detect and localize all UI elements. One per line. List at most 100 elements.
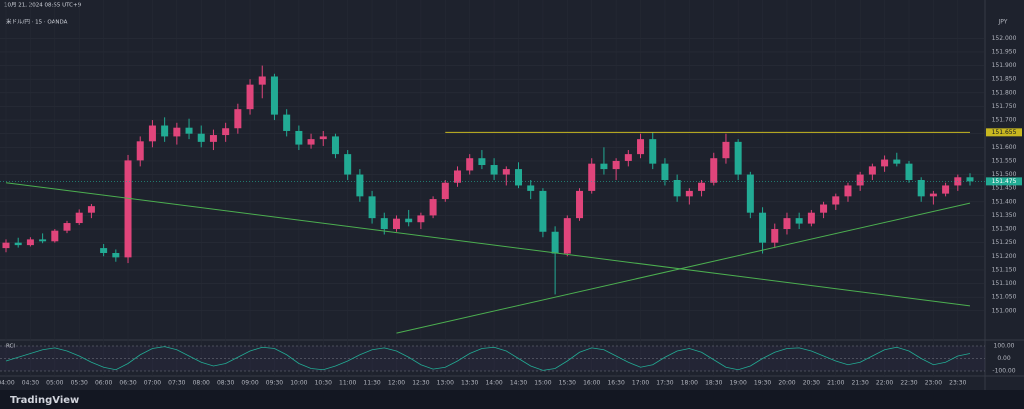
candle-body xyxy=(185,127,193,134)
candle-body xyxy=(51,230,59,242)
candle-body xyxy=(368,196,376,219)
candle-body xyxy=(234,109,242,129)
candle-body xyxy=(209,135,217,142)
x-tick-label: 07:30 xyxy=(168,380,185,387)
x-tick-label: 17:30 xyxy=(656,380,673,387)
y-tick-label: 151.400 xyxy=(992,198,1017,205)
candle-body xyxy=(2,242,10,249)
y-tick-label: 151.000 xyxy=(992,307,1017,314)
x-tick-label: 20:30 xyxy=(803,380,820,387)
candle-body xyxy=(258,76,266,85)
x-tick-label: 10:00 xyxy=(290,380,307,387)
candle-body xyxy=(26,239,34,246)
candle-body xyxy=(392,218,400,230)
x-tick-label: 20:00 xyxy=(778,380,795,387)
candle-body xyxy=(197,133,205,142)
candle-body xyxy=(63,223,71,231)
candle-body xyxy=(270,76,278,115)
oscillator-legend: RCI xyxy=(6,344,15,350)
x-tick-label: 04:00 xyxy=(0,380,15,387)
candle-body xyxy=(502,169,510,175)
candle-body xyxy=(148,125,156,142)
candle-body xyxy=(612,160,620,170)
candle-body xyxy=(734,141,742,175)
trend-line xyxy=(396,202,971,334)
x-tick-label: 13:00 xyxy=(437,380,454,387)
x-tick-label: 08:00 xyxy=(193,380,210,387)
x-tick-label: 19:30 xyxy=(754,380,771,387)
oscillator-tick-label: 100.00 xyxy=(994,343,1015,350)
x-tick-label: 06:30 xyxy=(119,380,136,387)
candle-body xyxy=(563,218,571,254)
y-tick-label: 151.100 xyxy=(992,280,1017,287)
candle-body xyxy=(893,159,901,164)
x-tick-label: 12:30 xyxy=(412,380,429,387)
symbol-title: 米ドル/円 · 15 · OANDA xyxy=(6,18,68,26)
candle-body xyxy=(124,160,132,258)
x-tick-label: 09:00 xyxy=(241,380,258,387)
candle-body xyxy=(344,154,352,175)
x-tick-label: 23:00 xyxy=(925,380,942,387)
candle-body xyxy=(820,204,828,213)
x-tick-label: 07:00 xyxy=(144,380,161,387)
y-tick-label: 151.150 xyxy=(992,266,1017,273)
candle-body xyxy=(39,239,47,242)
y-tick-label: 151.200 xyxy=(992,253,1017,260)
candle-body xyxy=(588,163,596,191)
y-tick-label: 151.850 xyxy=(992,76,1017,83)
candle-body xyxy=(624,154,632,161)
y-tick-label: 151.550 xyxy=(992,157,1017,164)
candle-body xyxy=(112,253,120,258)
candle-body xyxy=(905,163,913,180)
candle-body xyxy=(283,114,291,131)
candle-body xyxy=(246,84,254,110)
candle-body xyxy=(356,174,364,197)
candle-body xyxy=(539,190,547,232)
last-price-label: 151.475 xyxy=(992,178,1017,185)
candle-body xyxy=(881,159,889,167)
x-tick-label: 22:30 xyxy=(900,380,917,387)
y-tick-label: 151.250 xyxy=(992,239,1017,246)
candle-body xyxy=(856,174,864,186)
x-tick-label: 05:00 xyxy=(46,380,63,387)
x-tick-label: 23:30 xyxy=(949,380,966,387)
candle-body xyxy=(844,185,852,197)
x-tick-label: 14:30 xyxy=(510,380,527,387)
footer xyxy=(0,390,1024,409)
timestamp: 10月 21, 2024 08:55 UTC+9 xyxy=(4,2,82,9)
y-tick-label: 151.350 xyxy=(992,212,1017,219)
trend-line xyxy=(5,182,971,307)
candle-body xyxy=(661,163,669,180)
brand: TradingView xyxy=(10,395,79,406)
x-tick-label: 11:30 xyxy=(363,380,380,387)
x-tick-label: 05:30 xyxy=(71,380,88,387)
last-price-tag xyxy=(986,177,1022,186)
y-tick-label: 152.000 xyxy=(992,35,1017,42)
candle-body xyxy=(917,180,925,197)
candle-body xyxy=(795,218,803,224)
candle-body xyxy=(319,136,327,140)
x-tick-label: 14:00 xyxy=(485,380,502,387)
candle-body xyxy=(966,177,974,182)
candle-body xyxy=(746,174,754,213)
candle-body xyxy=(832,196,840,205)
x-tick-label: 21:30 xyxy=(852,380,869,387)
oscillator-tick-label: 0.00 xyxy=(997,355,1011,362)
chart-background xyxy=(0,0,1024,390)
x-tick-label: 10:30 xyxy=(315,380,332,387)
candle-body xyxy=(87,206,95,213)
candle-body xyxy=(685,190,693,197)
candle-body xyxy=(14,242,22,246)
y-tick-label: 151.800 xyxy=(992,89,1017,96)
candle-body xyxy=(929,193,937,197)
candle-body xyxy=(551,231,559,254)
x-tick-label: 18:30 xyxy=(705,380,722,387)
oscillator-tick-label: -100.00 xyxy=(992,368,1015,375)
candle-body xyxy=(173,127,181,137)
candle-body xyxy=(868,166,876,175)
candle-body xyxy=(478,158,486,166)
x-tick-label: 15:30 xyxy=(559,380,576,387)
x-tick-label: 18:00 xyxy=(681,380,698,387)
candle-body xyxy=(331,136,339,155)
candle-body xyxy=(161,125,169,137)
